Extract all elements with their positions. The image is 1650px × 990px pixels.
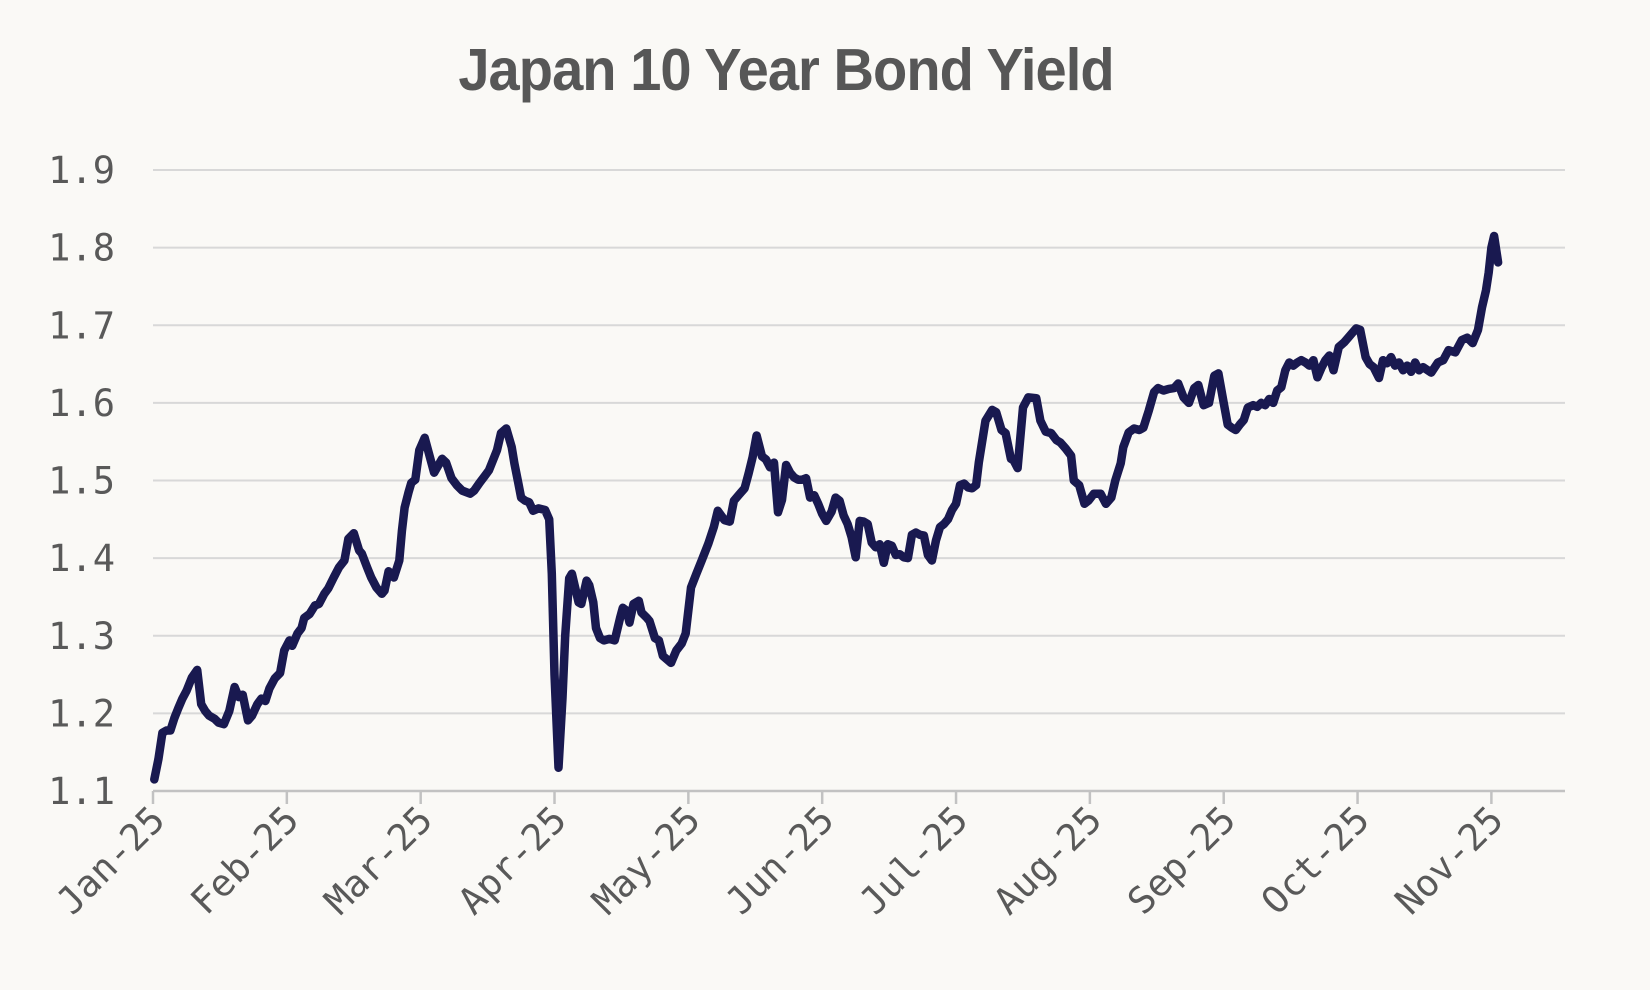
y-tick-label: 1.8 <box>48 227 115 270</box>
x-tick-label: Oct-25 <box>1253 798 1378 923</box>
y-tick-label: 1.2 <box>48 692 115 735</box>
x-tick-label: Jul-25 <box>851 798 976 923</box>
x-tick-label: Sep-25 <box>1119 798 1244 923</box>
y-tick-label: 1.5 <box>48 460 115 503</box>
x-tick-label: May-25 <box>584 798 709 923</box>
yield-line <box>150 231 1503 784</box>
x-tick-label: Jan-25 <box>48 798 173 923</box>
y-tick-label: 1.9 <box>48 149 115 192</box>
y-tick-label: 1.6 <box>48 382 115 425</box>
chart-title: Japan 10 Year Bond Yield <box>458 37 1114 103</box>
y-tick-label: 1.3 <box>48 615 115 658</box>
x-tick-label: Apr-25 <box>450 798 575 923</box>
x-tick-label: Jun-25 <box>718 798 843 923</box>
x-tick-label: Aug-25 <box>985 798 1110 923</box>
y-tick-label: 1.1 <box>48 770 115 813</box>
x-tick-label: Nov-25 <box>1387 798 1512 923</box>
x-tick-label: Mar-25 <box>316 798 441 923</box>
y-tick-label: 1.7 <box>48 304 115 347</box>
y-tick-label: 1.4 <box>48 537 115 580</box>
x-tick-label: Feb-25 <box>182 798 307 923</box>
